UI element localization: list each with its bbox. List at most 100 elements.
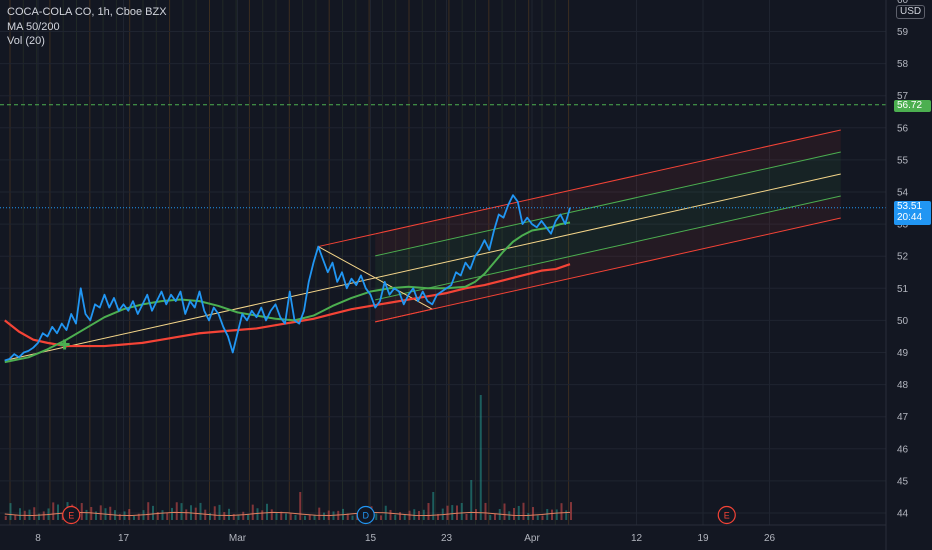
volume-bar	[275, 512, 278, 520]
session-stripe	[408, 0, 410, 525]
volume-bar	[90, 506, 93, 520]
session-stripe	[36, 0, 38, 525]
volume-bar	[551, 509, 553, 520]
volume-bar	[204, 509, 207, 520]
volume-bar	[555, 509, 558, 520]
pitchfork-upper-outer	[375, 129, 841, 235]
volume-bar	[19, 508, 21, 520]
volume-bar	[175, 502, 178, 520]
session-stripe	[115, 0, 117, 525]
session-stripe	[142, 0, 144, 525]
session-stripe	[421, 0, 423, 525]
price-axis	[886, 0, 932, 550]
event-marker: E	[62, 505, 81, 525]
volume-bar	[560, 503, 563, 520]
volume-bar	[85, 509, 88, 520]
volume-bar	[156, 512, 159, 520]
pitchfork-band	[375, 130, 841, 256]
volume-bar	[403, 514, 406, 520]
volume-bar	[118, 514, 121, 520]
volume-bar	[199, 502, 202, 520]
volume-bar	[266, 503, 268, 520]
volume-bar	[14, 515, 17, 520]
session-stripe	[514, 0, 516, 525]
volume-bar	[147, 502, 150, 520]
session-stripe	[9, 0, 11, 525]
session-stripe	[195, 0, 197, 525]
event-marker-circle	[717, 505, 736, 525]
session-stripe	[342, 0, 343, 525]
volume-bar	[242, 511, 245, 520]
volume-bar	[541, 515, 544, 520]
session-stripe	[155, 0, 157, 525]
price-axis-tick: 57	[897, 91, 909, 102]
session-stripe	[288, 0, 290, 525]
session-stripe	[315, 0, 317, 525]
volume-bar	[223, 512, 226, 520]
legend-vol: Vol (20)	[7, 35, 45, 47]
horizontal-line-price-tag: 56.72	[894, 100, 931, 112]
volume-bar	[137, 513, 140, 520]
price-axis-tick: 60	[897, 0, 909, 6]
volume-bar	[489, 514, 492, 520]
session-stripe	[435, 0, 437, 525]
volume-bar	[475, 509, 477, 520]
session-stripe	[235, 0, 237, 525]
volume-bar	[237, 514, 240, 520]
price-axis-tick: 54	[897, 188, 909, 199]
session-stripe	[129, 0, 131, 525]
volume-bar	[152, 505, 154, 520]
volume-bar	[185, 509, 188, 520]
volume-bar	[33, 507, 36, 520]
time-axis-tick: 19	[697, 533, 709, 544]
session-stripe	[76, 0, 77, 525]
event-marker-circle	[62, 505, 81, 525]
event-marker: D	[356, 505, 375, 525]
pitchfork-lower-outer	[375, 217, 841, 323]
session-stripe	[395, 0, 397, 525]
volume-bar	[513, 507, 515, 520]
volume-bar	[494, 513, 496, 520]
volume-bar	[209, 512, 211, 520]
session-stripe	[528, 0, 530, 525]
volume-bar	[323, 512, 325, 520]
volume-bar	[484, 502, 487, 520]
volume-bar	[285, 513, 287, 520]
session-stripe	[381, 0, 383, 525]
volume-bar	[133, 515, 135, 520]
session-stripe	[355, 0, 357, 525]
volume-bar	[270, 509, 273, 520]
time-axis-tick: 8	[35, 533, 41, 544]
session-stripe	[248, 0, 250, 525]
volume-bar	[508, 511, 511, 520]
volume-bar	[570, 502, 572, 520]
volume-bar	[536, 515, 539, 520]
volume-bar	[95, 511, 97, 520]
ma50-line	[4, 221, 571, 364]
volume-bar	[4, 516, 7, 520]
price-axis-tick: 45	[897, 476, 909, 487]
pitchfork-band	[375, 174, 841, 300]
bar-countdown: 20:44	[897, 212, 923, 223]
volume-bar	[470, 480, 473, 520]
event-marker-label: E	[68, 511, 74, 521]
currency-badge[interactable]: USD	[896, 5, 926, 19]
legend-title: COCA-COLA CO, 1h, Cboe BZX	[7, 6, 167, 18]
volume-bar	[289, 513, 292, 520]
pitchfork-median	[4, 173, 841, 362]
pitchfork-band	[375, 196, 841, 322]
price-axis-tick: 48	[897, 380, 909, 391]
price-axis-tick: 58	[897, 59, 909, 70]
session-stripe	[461, 0, 463, 525]
volume-ma-line	[4, 511, 571, 517]
ma-cross-marker	[59, 339, 70, 350]
legend-ma: MA 50/200	[7, 20, 60, 33]
session-stripe	[328, 0, 330, 525]
last-price-tag: 53.51 20:44	[894, 201, 931, 225]
volume-bar	[451, 505, 454, 520]
session-stripe	[554, 0, 556, 525]
session-stripe	[89, 0, 91, 525]
session-stripe	[49, 0, 51, 525]
time-axis-tick: 15	[365, 533, 377, 544]
